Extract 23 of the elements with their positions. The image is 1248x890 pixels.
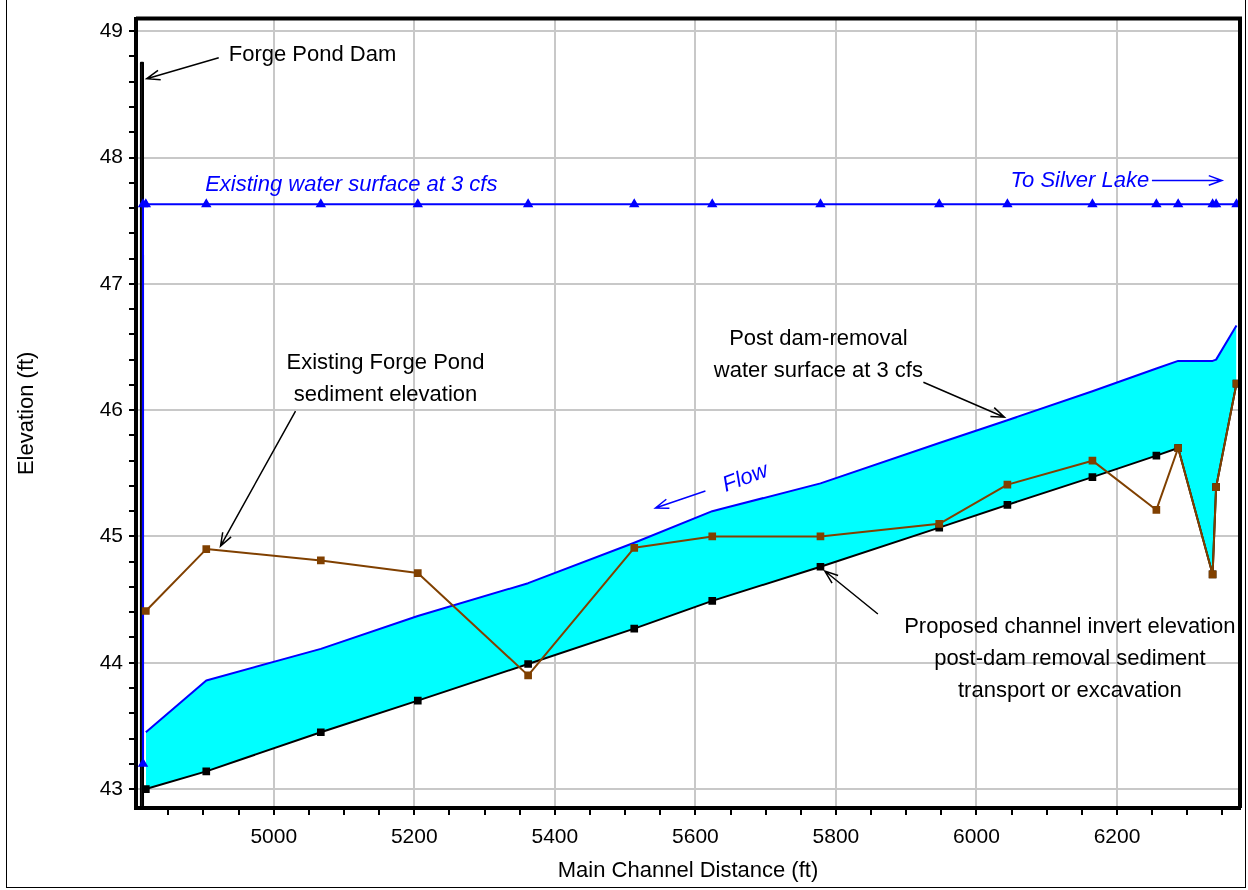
x-tick-label: 6000 xyxy=(953,824,1000,848)
y-tick-label: 49 xyxy=(99,18,123,42)
y-tick-label: 45 xyxy=(99,523,123,547)
x-tick-label: 6200 xyxy=(1093,824,1141,848)
x-tick-label: 5200 xyxy=(390,824,438,848)
y-tick-label: 46 xyxy=(99,396,123,420)
y-axis-title: Elevation (ft) xyxy=(13,351,39,476)
annotation: Proposed channel invert elevation post-dam removal sediment transport or excavation xyxy=(904,613,1236,703)
x-axis-title: Main Channel Distance (ft) xyxy=(557,856,819,882)
x-tick-label: 5000 xyxy=(250,824,298,848)
x-tick-label: 5800 xyxy=(812,824,860,848)
annotation: Post dam-removal water surface at 3 cfs xyxy=(712,325,923,383)
y-tick-label: 44 xyxy=(99,649,124,673)
y-tick-label: 47 xyxy=(99,270,123,294)
annotation: To Silver Lake xyxy=(1010,166,1150,192)
x-tick-label: 5400 xyxy=(531,824,579,848)
x-tick-label: 5600 xyxy=(672,824,719,848)
y-tick-label: 43 xyxy=(99,775,123,799)
annotation: Existing Forge Pond sediment elevation xyxy=(286,349,485,407)
annotation: Forge Pond Dam xyxy=(228,40,397,66)
y-tick-label: 48 xyxy=(99,144,123,168)
annotation: Flow xyxy=(718,456,774,497)
series-label: Existing water surface at 3 cfs xyxy=(205,171,498,197)
